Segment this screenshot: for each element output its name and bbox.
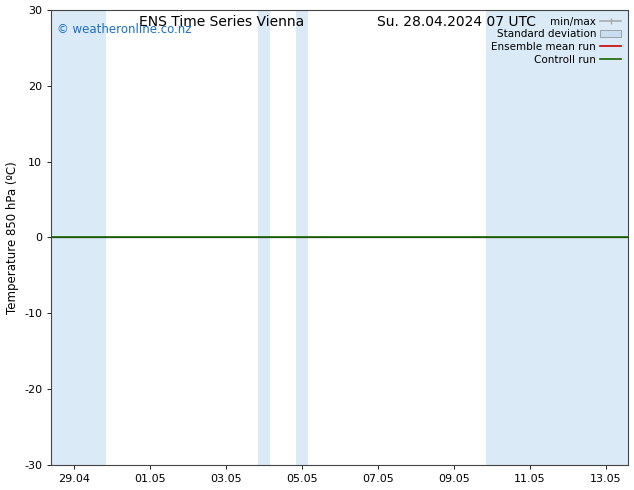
Legend: min/max, Standard deviation, Ensemble mean run, Controll run: min/max, Standard deviation, Ensemble me…	[489, 15, 623, 67]
Bar	[258, 10, 269, 466]
Bar	[486, 10, 628, 466]
Text: © weatheronline.co.nz: © weatheronline.co.nz	[57, 23, 191, 36]
Text: ENS Time Series Vienna: ENS Time Series Vienna	[139, 15, 304, 29]
Text: Su. 28.04.2024 07 UTC: Su. 28.04.2024 07 UTC	[377, 15, 536, 29]
Bar	[51, 10, 107, 466]
Bar	[296, 10, 307, 466]
Y-axis label: Temperature 850 hPa (ºC): Temperature 850 hPa (ºC)	[6, 161, 18, 314]
